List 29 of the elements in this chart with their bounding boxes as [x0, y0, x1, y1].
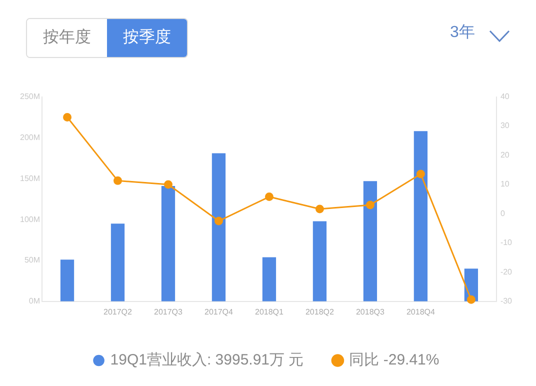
x-tick-label: 2017Q3: [154, 307, 184, 316]
bar: [363, 181, 378, 302]
x-tick-label: 2017Q4: [204, 307, 234, 316]
point: [164, 180, 172, 189]
x-tick-label: 2018Q2: [305, 307, 334, 316]
point: [366, 200, 374, 210]
point: [114, 176, 122, 185]
legend-label: 19Q1营业收入: 3995.91万 元: [110, 352, 304, 369]
bar: [414, 131, 428, 302]
point: [315, 204, 324, 214]
bar: [212, 153, 226, 302]
x-tick-label: 2018Q1: [254, 307, 284, 316]
text: 按季度: [107, 19, 187, 57]
x-tick-label: 2018Q4: [406, 307, 436, 316]
bar: [312, 221, 327, 302]
point: [466, 295, 476, 304]
point: [63, 113, 72, 122]
point: [416, 170, 425, 178]
x-tick-label: 2018Q3: [356, 307, 385, 316]
legend-label: 同比 -29.41%: [349, 352, 440, 369]
text: 按年度: [27, 19, 107, 57]
point: [214, 216, 223, 226]
bar: [262, 257, 276, 302]
text: 3年: [450, 23, 475, 43]
point: [264, 192, 274, 202]
bar: [161, 186, 176, 302]
bar: [110, 224, 125, 302]
bar: [60, 260, 74, 302]
x-tick-label: 2017Q2: [104, 307, 133, 316]
